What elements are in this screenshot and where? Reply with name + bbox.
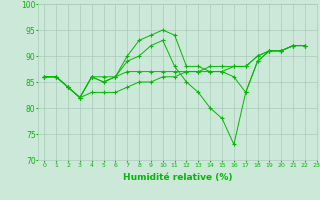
X-axis label: Humidité relative (%): Humidité relative (%) [123, 173, 232, 182]
